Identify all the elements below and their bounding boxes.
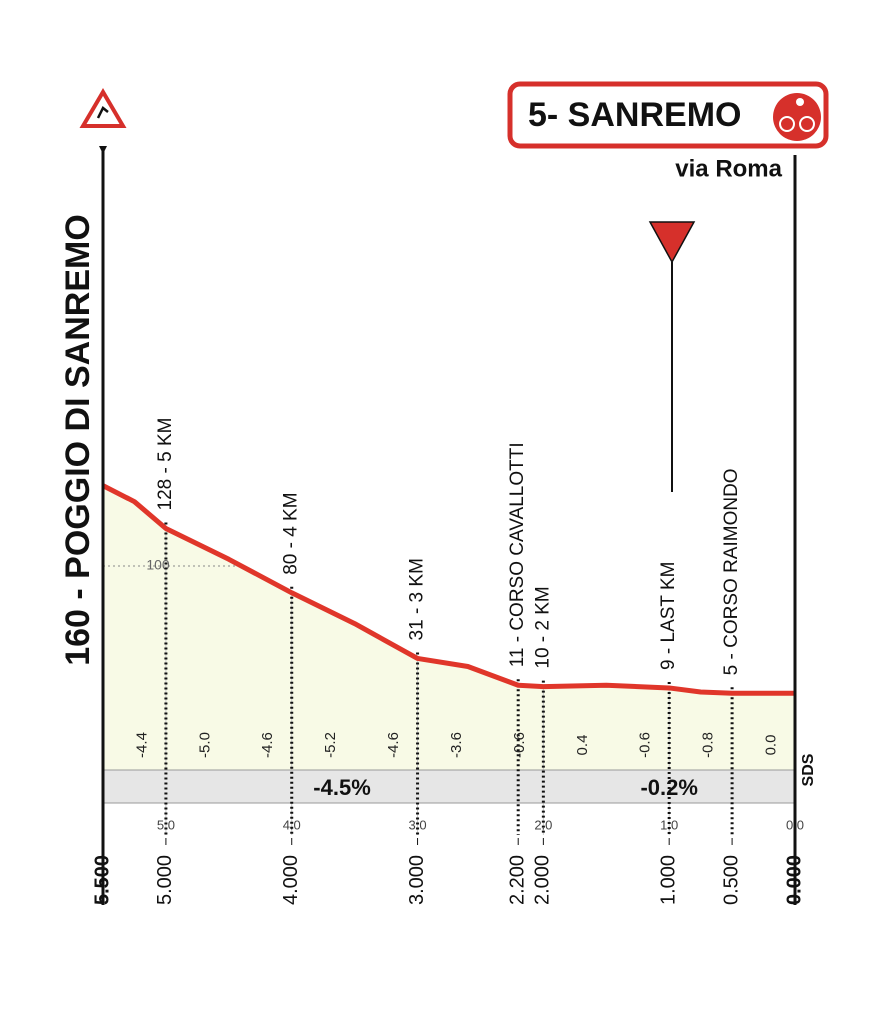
profile-fill — [103, 485, 795, 770]
marker-label: 11 - CORSO CAVALLOTTI — [507, 442, 528, 667]
x-tick-label: 2.000 — [532, 855, 554, 905]
segment-gradient: -4.4 — [133, 732, 150, 758]
x-tick-label: 2.200 — [506, 855, 528, 905]
segment-gradient: -0.8 — [700, 732, 717, 758]
grid-tick-label: 4.0 — [283, 817, 301, 832]
segment-gradient: -3.6 — [448, 732, 465, 758]
finish-icon — [773, 93, 821, 141]
segment-gradient: -0.6 — [637, 732, 654, 758]
finish-street: via Roma — [675, 155, 782, 182]
segment-gradient: -5.0 — [196, 732, 213, 758]
logo: SDS — [800, 753, 817, 786]
marker-label: 9 - LAST KM — [658, 562, 679, 670]
arrow — [99, 146, 107, 154]
profile-line — [101, 483, 795, 696]
finish-title: 5- SANREMO — [528, 96, 741, 134]
start-label: 160 - POGGIO DI SANREMO — [59, 214, 97, 666]
marker-label: 128 - 5 KM — [155, 418, 176, 511]
icon-wheel — [779, 116, 795, 132]
grid-tick-label: 5.0 — [157, 817, 175, 832]
segment-gradient: -5.2 — [322, 732, 339, 758]
x-tick-label: 5.000 — [154, 855, 176, 905]
icon-head — [796, 98, 804, 106]
marker-label: 31 - 3 KM — [407, 558, 428, 640]
finish-box — [507, 81, 829, 149]
marker-label: 80 - 4 KM — [281, 492, 302, 574]
icon-wheel — [799, 116, 815, 132]
segment-gradient: -0.6 — [511, 732, 528, 758]
x-tick-label: 4.000 — [280, 855, 302, 905]
average-gradient: -0.2% — [640, 775, 697, 800]
x-tick-label: 3.000 — [406, 855, 428, 905]
segment-gradient: 0.0 — [763, 735, 780, 756]
marker-label: 10 - 2 KM — [532, 586, 553, 668]
segment-gradient: 0.4 — [574, 735, 591, 756]
grid-tick-label: 2.0 — [534, 817, 552, 832]
y-tick-label: 100 — [146, 557, 170, 573]
average-gradient: -4.5% — [313, 775, 370, 800]
grid-tick-label: 1.0 — [660, 817, 678, 832]
x-tick-label: 0.500 — [720, 855, 742, 905]
segment-gradient: -4.6 — [259, 732, 276, 758]
x-tick-label: 1.000 — [657, 855, 679, 905]
segment-gradient: -4.6 — [385, 732, 402, 758]
marker-label: 5 - CORSO RAIMONDO — [721, 468, 742, 675]
warning-symbol — [96, 106, 109, 119]
last-km-flag — [648, 221, 696, 264]
grid-tick-label: 3.0 — [409, 817, 427, 832]
